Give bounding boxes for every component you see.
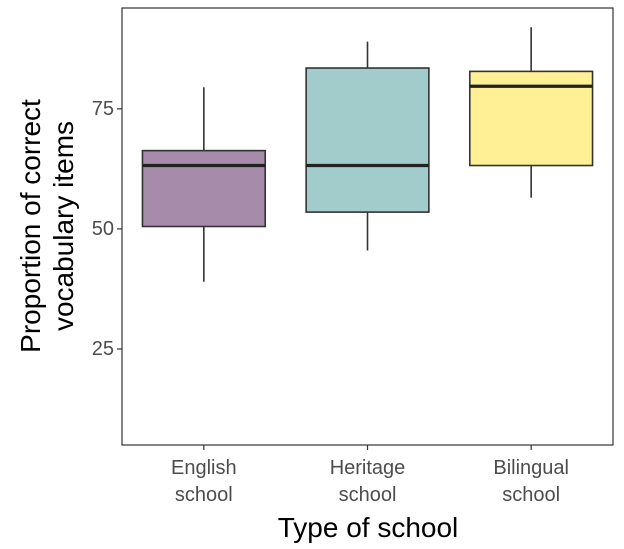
y-axis: 25 50 75 [92,98,122,360]
x-tick-label: English [171,457,237,479]
x-axis: English school Heritage school Bilingual scho… [171,445,569,506]
y-axis-title-line-1: Proportion of correct [15,99,46,353]
y-tick-label: 25 [92,338,114,360]
boxes-layer [141,27,594,282]
y-tick-label: 75 [92,98,114,120]
box-group [468,27,594,198]
x-axis-title: Type of school [278,512,459,543]
x-tick-label: school [502,484,560,506]
x-tick-label: school [175,484,233,506]
box-group [141,87,267,282]
box-iqr [141,149,267,228]
x-tick-label: school [339,484,397,506]
y-axis-title-line-2: vocabulary items [48,121,79,331]
y-tick-label: 50 [92,218,114,240]
x-tick-label: Bilingual [493,457,569,479]
box-group [305,41,430,251]
box-iqr [305,67,430,213]
x-tick-label: Heritage [330,457,406,479]
